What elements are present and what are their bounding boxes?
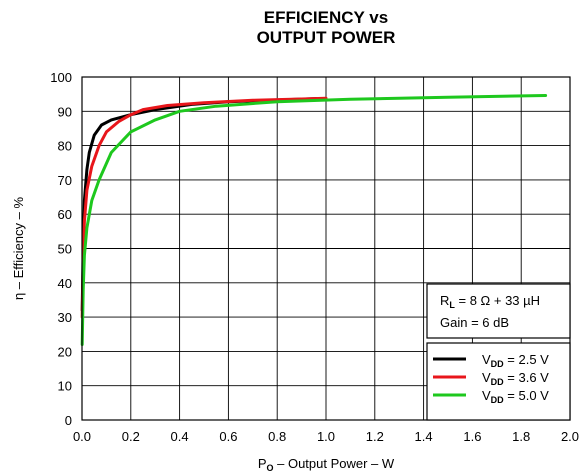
- legend-entry-suffix: = 2.5 V: [504, 352, 549, 367]
- y-tick-label: 90: [58, 104, 72, 119]
- y-tick-label: 0: [65, 413, 72, 428]
- x-tick-label: 0.8: [268, 429, 286, 444]
- legend-entry-suffix: = 3.6 V: [504, 370, 549, 385]
- x-tick-label: 0.4: [171, 429, 189, 444]
- chart-title-line: OUTPUT POWER: [257, 28, 396, 47]
- x-tick-label: 1.4: [415, 429, 433, 444]
- y-tick-label: 40: [58, 276, 72, 291]
- legend-entry-prefix: V: [482, 388, 491, 403]
- legend-entry: VDD = 2.5 V: [482, 352, 549, 369]
- x-tick-label: 1.6: [463, 429, 481, 444]
- x-tick-label: 1.2: [366, 429, 384, 444]
- x-tick-label: 1.8: [512, 429, 530, 444]
- plot-frame: [81, 76, 571, 421]
- legend-entry-suffix: = 5.0 V: [504, 388, 549, 403]
- y-tick-label: 60: [58, 207, 72, 222]
- y-tick-label: 50: [58, 242, 72, 257]
- legend-entry: VDD = 5.0 V: [482, 388, 549, 405]
- load-condition: RL = 8 Ω + 33 µH: [440, 293, 540, 310]
- load-condition-prefix: R: [440, 293, 449, 308]
- legend-entry-prefix: V: [482, 370, 491, 385]
- x-axis-label: PO – Output Power – W: [258, 456, 395, 472]
- load-condition-sub: L: [449, 300, 455, 310]
- x-tick-label: 1.0: [317, 429, 335, 444]
- x-tick-label: 0.2: [122, 429, 140, 444]
- x-tick-label: 0.6: [219, 429, 237, 444]
- legend-entry-prefix: V: [482, 352, 491, 367]
- series-line-36: [80, 96, 328, 319]
- x-axis-label-sub: O: [266, 463, 273, 472]
- condition-box: RL = 8 Ω + 33 µH Gain = 6 dB: [426, 283, 571, 339]
- x-tick-labels: 0.0 0.2 0.4 0.6 0.8 1.0 1.2 1.4 1.6 1.8 2.0: [73, 429, 579, 444]
- x-axis-label-prefix: P: [258, 456, 267, 471]
- x-tick-label: 2.0: [561, 429, 579, 444]
- condition-box-frame: [426, 283, 571, 339]
- chart-title-line: EFFICIENCY vs: [264, 8, 388, 27]
- grid-lines: [82, 77, 570, 420]
- legend-entry-sub: DD: [491, 359, 504, 369]
- legend-frame: [426, 342, 571, 421]
- y-tick-label: 30: [58, 310, 72, 325]
- series-line-50: [80, 94, 548, 346]
- y-tick-label: 10: [58, 379, 72, 394]
- y-axis-label: η – Efficiency – %: [11, 197, 26, 301]
- series-lines: [80, 94, 548, 346]
- gain-condition: Gain = 6 dB: [440, 315, 509, 330]
- legend-entry-sub: DD: [491, 377, 504, 387]
- legend-entry: VDD = 3.6 V: [482, 370, 549, 387]
- series-line-25: [80, 97, 318, 312]
- x-axis-label-suffix: – Output Power – W: [274, 456, 395, 471]
- y-tick-label: 100: [50, 70, 72, 85]
- y-tick-label: 70: [58, 173, 72, 188]
- y-tick-label: 20: [58, 344, 72, 359]
- x-tick-label: 0.0: [73, 429, 91, 444]
- y-tick-labels: 0 10 20 30 40 50 60 70 80 90 100: [50, 70, 72, 428]
- y-tick-label: 80: [58, 139, 72, 154]
- legend-entry-sub: DD: [491, 395, 504, 405]
- load-condition-suffix: = 8 Ω + 33 µH: [455, 293, 540, 308]
